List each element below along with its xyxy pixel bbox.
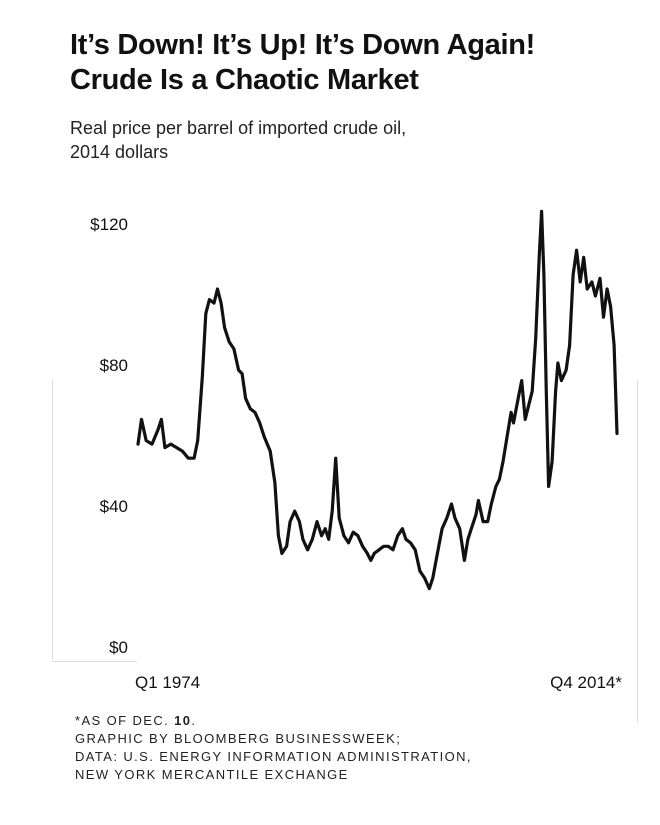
series-line: [136, 209, 619, 591]
footnote-date-suffix: .: [191, 713, 197, 728]
footnote-line-4: NEW YORK MERCANTILE EXCHANGE: [75, 767, 349, 782]
y-tick-label-0: $0: [109, 638, 128, 657]
x-tick-label-end: Q4 2014*: [550, 673, 622, 692]
chart-subtitle-line-1: Real price per barrel of imported crude …: [70, 118, 407, 138]
footnote-line-1: *AS OF DEC. 10.: [75, 712, 635, 730]
chart-subtitle-line-2: 2014 dollars: [70, 142, 169, 162]
chart-title: It’s Down! It’s Up! It’s Down Again! Cru…: [70, 28, 650, 98]
chart-subtitle: Real price per barrel of imported crude …: [70, 116, 610, 164]
footnotes: *AS OF DEC. 10. GRAPHIC BY BLOOMBERG BUS…: [75, 712, 635, 784]
x-tick-label-start: Q1 1974: [135, 673, 200, 692]
y-tick-label-40: $40: [100, 497, 128, 516]
chart-title-line-1: It’s Down! It’s Up! It’s Down Again!: [70, 29, 535, 61]
footnote-line-2: GRAPHIC BY BLOOMBERG BUSINESSWEEK;: [75, 731, 402, 746]
footnote-line-3: DATA: U.S. ENERGY INFORMATION ADMINISTRA…: [75, 749, 472, 764]
chart-title-line-2: Crude Is a Chaotic Market: [70, 64, 419, 96]
y-tick-label-120: $120: [90, 215, 128, 234]
y-tick-label-80: $80: [100, 356, 128, 375]
footnote-date-prefix: *AS OF DEC.: [75, 713, 175, 728]
footnote-date-number: 10: [174, 713, 192, 728]
